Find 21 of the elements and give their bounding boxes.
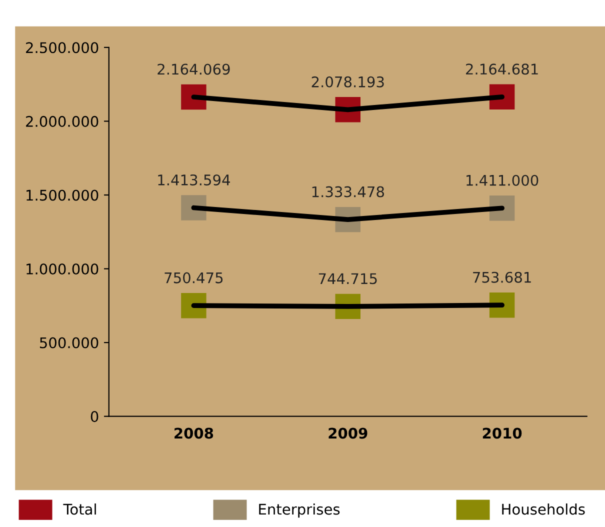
legend-label: Households <box>502 503 585 515</box>
x-tick-label: 2009 <box>328 428 368 439</box>
data-label: 1.413.594 <box>158 174 230 186</box>
y-tick-label: 500.000 <box>40 337 98 348</box>
data-label: 1.333.478 <box>312 186 384 198</box>
legend-label: Enterprises <box>259 503 340 518</box>
data-label: 750.475 <box>164 272 223 284</box>
data-label: 744.715 <box>318 273 377 284</box>
data-label: 1.411.000 <box>466 174 538 186</box>
y-tick-label: 1.000.000 <box>26 263 98 275</box>
y-tick-label: 2.500.000 <box>26 42 98 54</box>
x-tick-label: 2008 <box>174 428 214 439</box>
data-label: 2.164.681 <box>466 64 538 75</box>
y-tick-label: 1.500.000 <box>26 190 98 201</box>
data-label: 2.164.069 <box>158 64 230 75</box>
x-tick-label: 2010 <box>482 428 522 439</box>
y-tick-label: 2.000.000 <box>26 116 98 127</box>
data-label: 2.078.193 <box>312 76 384 88</box>
y-tick-label: 0 <box>90 411 98 422</box>
legend-label: Total <box>63 503 96 515</box>
data-label: 753.681 <box>473 272 531 283</box>
